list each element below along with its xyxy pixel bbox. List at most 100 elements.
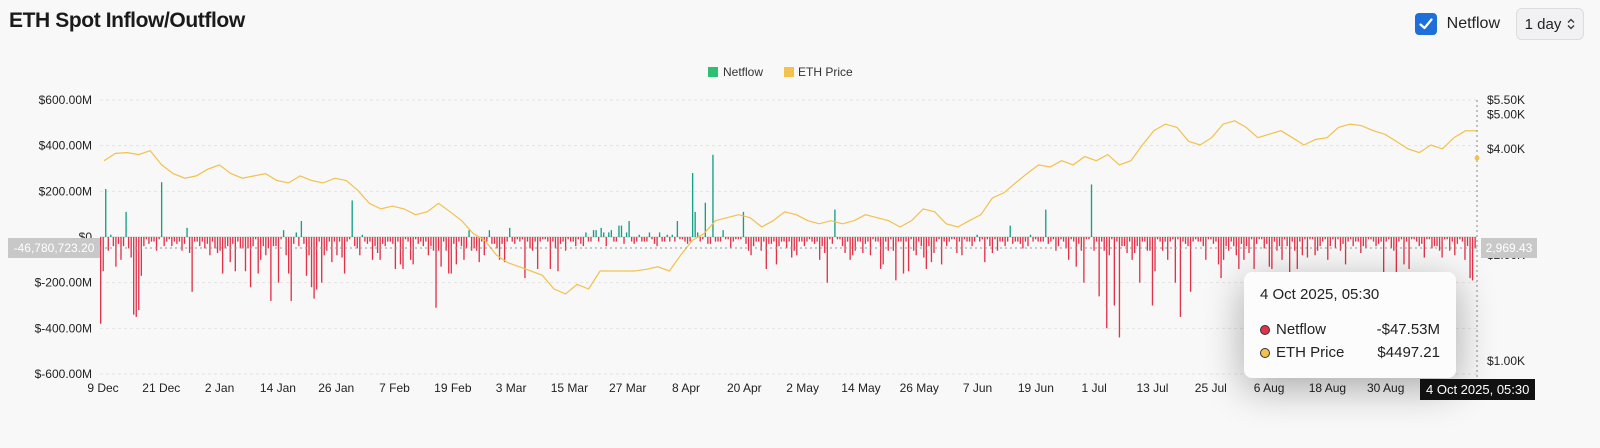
netflow-bar: [1009, 225, 1011, 238]
netflow-bar: [351, 200, 353, 237]
netflow-bar: [1022, 237, 1024, 249]
netflow-bar: [806, 237, 808, 242]
eth-price-line: [103, 120, 1478, 295]
netflow-bar: [1438, 237, 1441, 251]
netflow-bar: [689, 237, 691, 242]
netflow-bar: [712, 154, 714, 237]
netflow-bar: [514, 237, 516, 244]
netflow-checkbox-label[interactable]: Netflow: [1446, 15, 1500, 32]
crosshair-price-dot: [1474, 155, 1480, 161]
netflow-bar: [437, 237, 440, 251]
netflow-bar: [1139, 237, 1141, 283]
netflow-bar: [1177, 237, 1179, 240]
netflow-bar: [1405, 237, 1408, 242]
netflow-bar: [237, 237, 239, 242]
netflow-bar: [1421, 237, 1423, 244]
netflow-bar: [209, 237, 211, 256]
page-title: ETH Spot Inflow/Outflow: [9, 9, 245, 32]
netflow-bar: [1126, 237, 1128, 253]
netflow-bar: [265, 237, 267, 256]
netflow-bar: [1276, 237, 1278, 251]
netflow-bar: [562, 237, 564, 242]
netflow-bar: [1032, 237, 1034, 242]
netflow-bar: [1329, 237, 1331, 247]
netflow-bar: [836, 237, 839, 240]
netflow-bar: [778, 237, 780, 247]
y-tick-label-right: $5.00K: [1487, 108, 1525, 122]
netflow-bar: [717, 237, 719, 242]
netflow-bar: [455, 237, 458, 265]
netflow-bar: [669, 237, 671, 242]
netflow-bar: [686, 237, 689, 244]
x-tick-label: 21 Dec: [142, 381, 180, 395]
netflow-bar: [219, 237, 221, 251]
netflow-bar: [930, 237, 933, 263]
netflow-bar: [1385, 237, 1387, 242]
netflow-bar: [295, 232, 297, 237]
netflow-bar: [448, 237, 450, 274]
netflow-bar: [1301, 237, 1304, 256]
netflow-bar: [905, 237, 907, 242]
x-tick-label: 2 Jan: [205, 381, 234, 395]
netflow-bar: [1123, 237, 1126, 247]
netflow-bar: [803, 237, 806, 247]
netflow-bar: [1100, 237, 1103, 242]
netflow-bar: [935, 237, 938, 242]
netflow-bar: [742, 211, 745, 237]
x-tick-label: 8 Apr: [672, 381, 700, 395]
netflow-bar: [1233, 237, 1235, 247]
netflow-bar: [791, 237, 793, 258]
netflow-bar: [1179, 237, 1182, 317]
netflow-bar: [839, 237, 841, 240]
netflow-bar: [420, 237, 422, 242]
netflow-bar: [981, 237, 983, 240]
x-tick-label: 25 Jul: [1195, 381, 1227, 395]
netflow-bar: [575, 237, 577, 247]
netflow-bar: [552, 237, 554, 242]
netflow-bar: [1098, 237, 1100, 297]
netflow-bar: [946, 237, 948, 247]
netflow-bar: [1349, 237, 1352, 240]
netflow-bar: [1365, 237, 1367, 249]
netflow-bar: [125, 211, 127, 237]
netflow-checkbox[interactable]: [1414, 13, 1437, 35]
netflow-bar: [1037, 237, 1039, 242]
y-tick-label-left: $-400.00M: [35, 321, 92, 335]
netflow-bar: [425, 237, 427, 242]
netflow-bar: [166, 237, 168, 242]
netflow-bar: [196, 237, 198, 242]
netflow-bar: [1324, 237, 1326, 240]
netflow-bar: [641, 237, 643, 242]
netflow-bar: [516, 237, 518, 240]
netflow-bar: [572, 237, 574, 242]
netflow-bar: [1250, 237, 1253, 240]
netflow-bar: [364, 237, 366, 242]
netflow-bar: [1278, 237, 1281, 247]
netflow-bar: [559, 237, 562, 244]
netflow-bar: [1014, 237, 1016, 242]
netflow-bar: [453, 237, 455, 244]
netflow-bar: [1390, 237, 1392, 249]
netflow-bar: [366, 237, 369, 244]
netflow-bar: [1121, 237, 1123, 247]
legend-label-eth-price: ETH Price: [798, 65, 853, 79]
netflow-bar: [1050, 237, 1052, 242]
netflow-bar: [536, 237, 539, 269]
netflow-bar: [305, 237, 308, 276]
netflow-bar: [793, 237, 795, 251]
tooltip-time: 4 Oct 2025, 05:30: [1260, 286, 1380, 303]
netflow-bar: [1085, 237, 1088, 240]
netflow-bar: [496, 237, 498, 249]
netflow-bar: [1413, 237, 1415, 240]
netflow-bar: [1012, 237, 1014, 244]
netflow-bar: [303, 237, 305, 244]
netflow-bar: [740, 237, 742, 240]
netflow-bar: [824, 237, 826, 253]
interval-select[interactable]: 1 day: [1516, 8, 1584, 40]
netflow-bar: [895, 237, 897, 281]
netflow-bar: [963, 237, 966, 240]
netflow-bar: [664, 237, 666, 242]
netflow-bar: [476, 237, 478, 251]
netflow-bar: [272, 237, 275, 247]
legend-label-netflow: Netflow: [723, 65, 763, 79]
